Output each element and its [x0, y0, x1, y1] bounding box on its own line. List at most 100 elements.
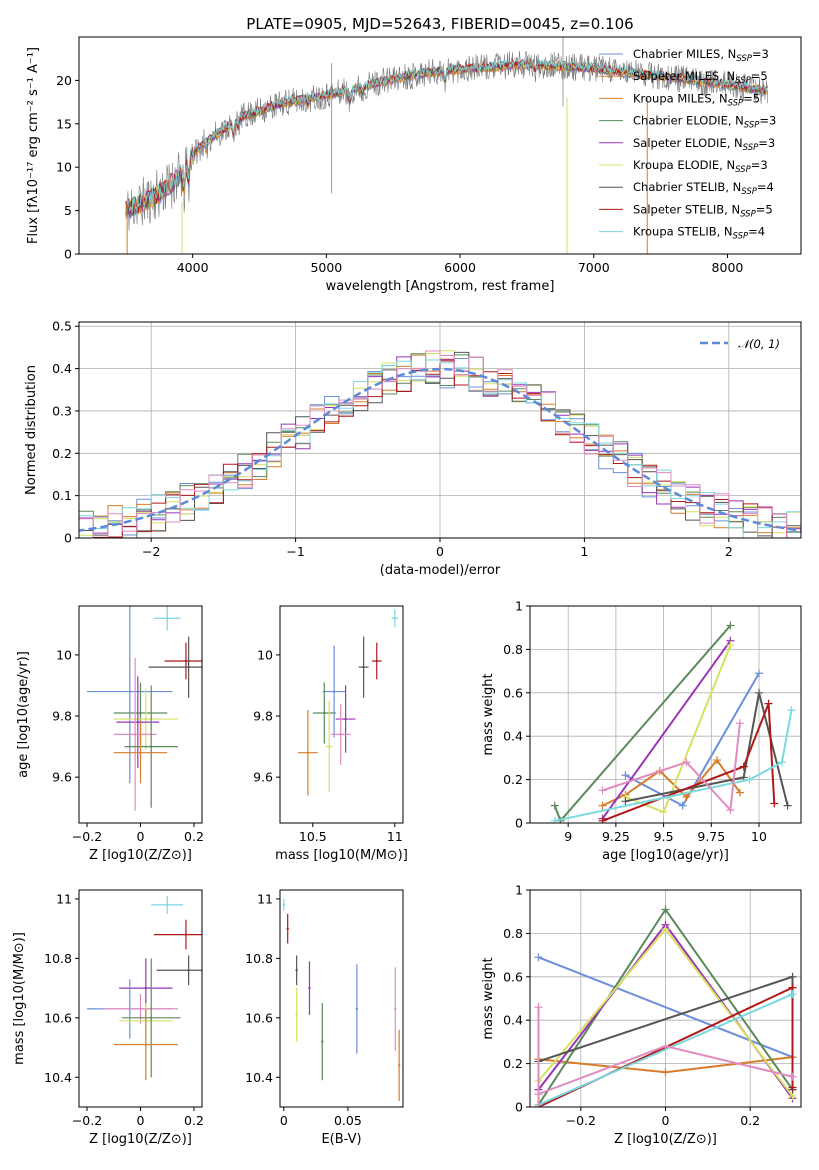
weight-marker: [783, 801, 792, 810]
axes-frame: [279, 889, 404, 1108]
data-point: [133, 733, 137, 736]
weight-marker: [682, 792, 691, 801]
y-tick-label: 0.4: [503, 729, 523, 744]
legend-value: =3: [759, 114, 776, 128]
legend-subscript: SSP: [741, 187, 757, 197]
weight-marker: [788, 1072, 797, 1081]
data-point: [355, 1007, 359, 1011]
legend-value: =4: [748, 225, 765, 239]
plot-area: [87, 606, 202, 811]
x-tick-label: 6000: [444, 260, 476, 275]
legend-entry: Chabrier MILES, NSSP=3: [633, 47, 769, 64]
weight-marker: [788, 972, 797, 981]
weight-marker: [788, 1083, 797, 1092]
y-axis-label: mass weight: [481, 673, 496, 755]
weight-marker: [534, 1003, 543, 1012]
figure-title: PLATE=0905, MJD=52643, FIBERID=0045, z=0…: [246, 15, 633, 33]
data-point: [321, 1040, 324, 1043]
legend-entry: Kroupa STELIB, NSSP=4: [633, 225, 765, 242]
x-axis-label: Z [log10(Z/Z⊙)]: [89, 848, 192, 863]
weight-marker: [661, 1042, 670, 1051]
x-axis-label: wavelength [Angstrom, rest frame]: [326, 279, 555, 294]
weight-marker: [621, 771, 630, 780]
data-point: [308, 986, 311, 990]
data-point: [397, 1064, 401, 1067]
data-point: [149, 1016, 153, 1020]
y-tick-label: 1: [515, 883, 523, 898]
data-point: [139, 1007, 142, 1011]
legend-subscript: SSP: [733, 232, 749, 242]
x-tick-label: −0.2: [72, 829, 102, 844]
weight-marker: [788, 990, 797, 999]
legend-label: Salpeter ELODIE, N: [633, 136, 743, 150]
y-tick-label: 0: [64, 247, 72, 262]
legend-label: Chabrier ELODIE, N: [633, 114, 744, 128]
weight-marker: [550, 816, 559, 823]
weight-marker: [534, 953, 543, 962]
legend-label: Kroupa ELODIE, N: [633, 158, 735, 172]
data-point: [136, 720, 140, 724]
data-point: [144, 986, 148, 990]
y-tick-label: 10.4: [245, 1070, 273, 1085]
y-tick-label: 11: [56, 891, 72, 906]
data-point: [166, 617, 169, 620]
data-point: [344, 717, 347, 721]
legend-value: =5: [751, 69, 768, 83]
x-tick-label: −0.2: [72, 1113, 102, 1128]
legend-subscript: SSP: [740, 209, 756, 219]
y-tick-label: 1: [515, 599, 523, 614]
x-tick-label: 0.2: [184, 1113, 204, 1128]
chart-weight_vs_age: 9 9.25 9.5 9.75 10 0 0.2 0.4 0.6 0.8 1 age [log10(a…: [481, 599, 802, 863]
x-tick-label: −0.2: [566, 1113, 596, 1128]
x-tick-label: 5000: [310, 260, 342, 275]
chart-residuals: 𝒩(0, 1) −2 −1 0 1 2 0 0.1 0.2 0.3 0.4 0.5 (data-mode…: [24, 319, 802, 578]
legend-label: Salpeter MILES, N: [633, 69, 735, 83]
weight-marker: [755, 688, 764, 697]
y-axis-label: Normed distribution: [24, 365, 39, 495]
weight-line-8: [602, 723, 741, 813]
x-tick-label: 0: [662, 1113, 670, 1128]
legend-value: =3: [752, 47, 769, 61]
y-tick-label: 15: [56, 116, 72, 131]
data-point: [166, 903, 169, 907]
legend-value: =5: [756, 202, 773, 216]
data-point: [144, 717, 148, 721]
y-tick-label: 0.2: [503, 1056, 523, 1071]
gauss-legend-label: 𝒩(0, 1): [738, 337, 780, 351]
weight-marker: [661, 1068, 670, 1077]
weight-marker: [787, 706, 796, 715]
weight-marker: [659, 808, 668, 817]
chart-mass_vs_EBV: 0 0.05 10.4 10.6 10.8 11 E(B-V): [245, 889, 404, 1147]
residual-histogram-5: [79, 351, 801, 537]
x-tick-label: 9: [564, 829, 572, 844]
legend-label: Kroupa MILES, N: [633, 91, 728, 105]
x-tick-label: 10: [751, 829, 767, 844]
y-tick-label: 0.6: [503, 685, 523, 700]
x-tick-label: 7000: [578, 260, 610, 275]
y-tick-label: 0: [515, 816, 523, 831]
y-tick-label: 10: [56, 647, 72, 662]
y-tick-label: 10.8: [44, 951, 72, 966]
x-tick-label: 8000: [712, 260, 744, 275]
plot-area: [298, 609, 399, 796]
data-point: [282, 903, 286, 907]
legend-entry: Salpeter ELODIE, NSSP=3: [633, 136, 775, 153]
weight-marker: [534, 1103, 543, 1107]
weight-marker: [745, 775, 754, 784]
y-tick-label: 0.4: [52, 361, 72, 376]
legend-value: =5: [743, 91, 760, 105]
y-tick-label: 0.8: [503, 642, 523, 657]
y-tick-label: 10.4: [44, 1070, 72, 1085]
chart-spectrum: Chabrier MILES, NSSP=3 Salpeter MILES, N S…: [26, 36, 802, 294]
weight-marker: [713, 756, 722, 765]
data-point: [149, 745, 153, 748]
x-tick-label: −1: [286, 544, 304, 559]
x-tick-label: 1: [580, 544, 588, 559]
plot-area: [87, 895, 202, 1081]
x-axis-label: Z [log10(Z/Z⊙)]: [89, 1132, 192, 1147]
x-tick-label: 11: [387, 829, 403, 844]
plot-area: [534, 905, 797, 1107]
residual-histogram-8: [79, 350, 801, 538]
spectrum-legend: Chabrier MILES, NSSP=3 Salpeter MILES, N S…: [599, 47, 776, 242]
y-tick-label: 0.2: [503, 772, 523, 787]
